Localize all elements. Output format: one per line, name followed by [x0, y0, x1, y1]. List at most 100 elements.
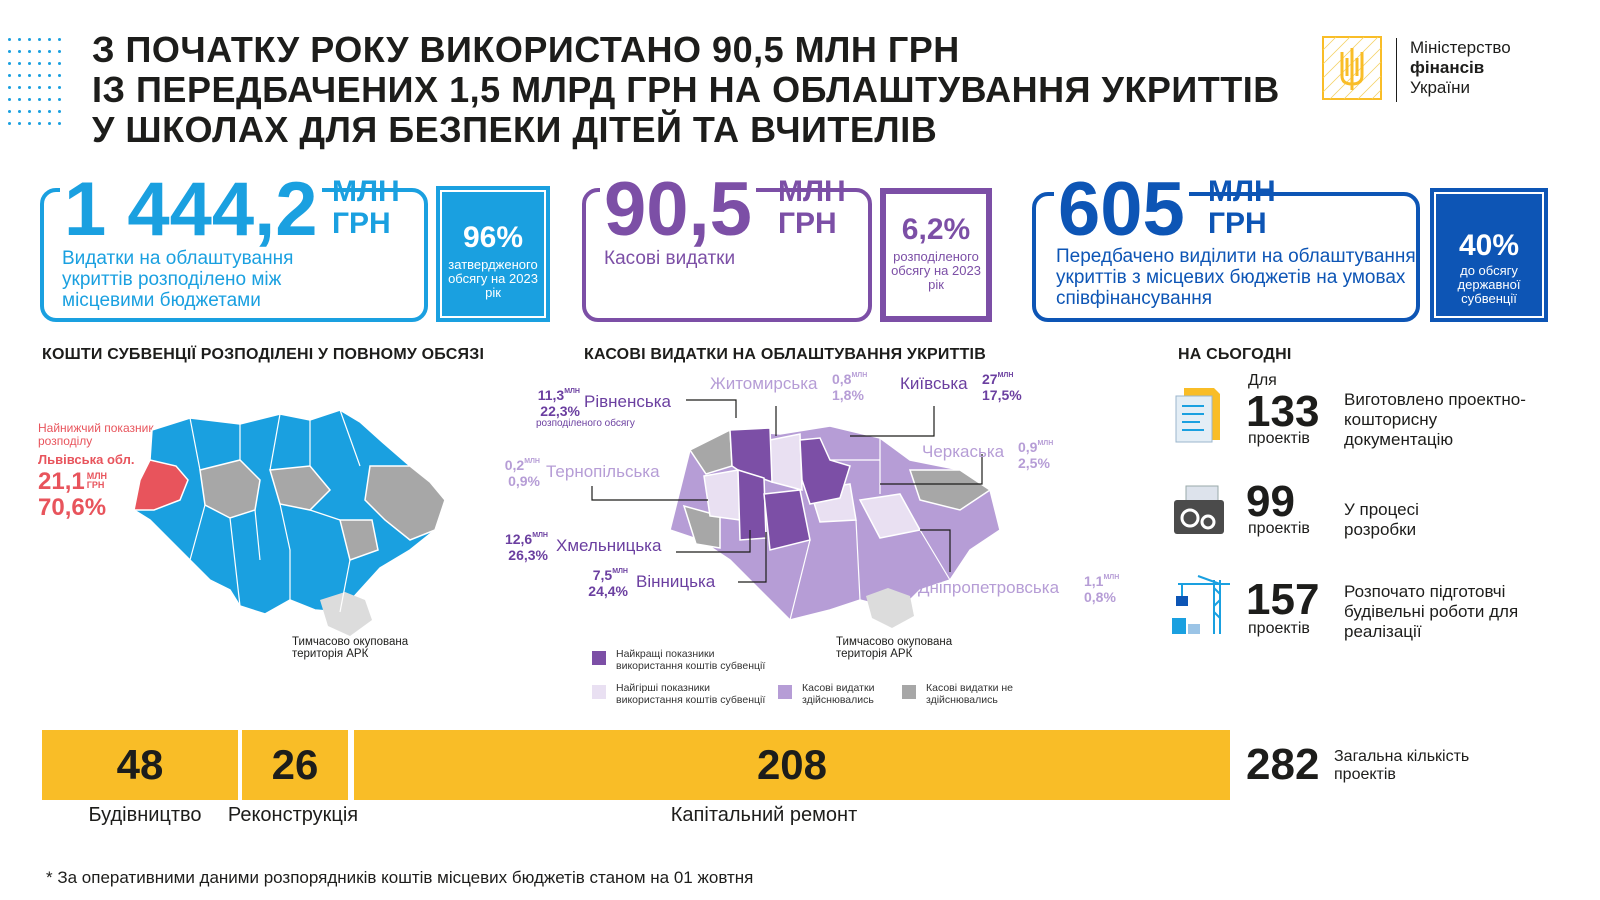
callout-lines — [591, 399, 983, 583]
bar-construction: 48 — [42, 730, 238, 800]
map-region-gray-east — [364, 465, 446, 541]
kyiv-name: Київська — [900, 374, 968, 393]
today-item1-value: 133 — [1246, 387, 1320, 436]
card-distributed-desc: Видатки на облаштування укриттів розподі… — [62, 248, 294, 311]
map-region-blue — [133, 409, 446, 615]
legend-worst-swatch — [592, 685, 606, 699]
map-crimea — [320, 592, 372, 636]
card-cash-unit: МЛН ГРН — [778, 175, 846, 240]
center-map-title: КАСОВІ ВИДАТКИ НА ОБЛАШТУВАННЯ УКРИТТІВ — [584, 346, 986, 363]
bar-capital-repair-label: Капітальний ремонт — [670, 804, 858, 826]
decorative-dots — [8, 38, 70, 134]
vinnytsia-pct: 24,4% — [588, 583, 628, 599]
card-cofinancing-pct-desc: до обсягу державної субвенції — [1457, 263, 1521, 306]
map-region-gray-south — [339, 519, 379, 561]
footnote: * За оперативними даними розпорядників к… — [46, 868, 754, 887]
total-projects-label: Загальна кількість проектів — [1334, 748, 1470, 783]
crane-icon — [1172, 575, 1230, 634]
map-region-gray-mid — [269, 465, 332, 511]
cherkasy-name: Черкаська — [922, 442, 1005, 461]
today-item3-unit: проектів — [1248, 620, 1310, 637]
lowest-region: Львівська обл. — [38, 452, 135, 467]
ministry-logo-text: Міністерство фінансів України — [1410, 38, 1511, 98]
bar-reconstruction-label: Реконструкція — [227, 804, 359, 826]
legend-best-swatch — [592, 651, 606, 665]
today-item2-desc: У процесі розробки — [1344, 500, 1419, 539]
kyiv-pct: 17,5% — [982, 387, 1022, 403]
card-cash-desc: Касові видатки — [604, 248, 736, 269]
trident-emblem-icon — [1322, 36, 1382, 100]
documents-icon — [1175, 388, 1220, 443]
khmelnytskyi-pct: 26,3% — [508, 547, 548, 563]
legend-cash-swatch — [778, 685, 792, 699]
rivne-value: 11,3МЛН — [537, 387, 580, 403]
card-cash-pct-box: 6,2% розподіленого обсягу на 2023 рік — [880, 188, 992, 322]
rivne-pct: 22,3% — [540, 403, 580, 419]
rivne-name: Рівненська — [584, 392, 672, 411]
legend-nocash-swatch — [902, 685, 916, 699]
card-distributed-unit: МЛН ГРН — [332, 175, 400, 240]
map-crimea — [866, 588, 914, 628]
cherkasy-value: 0,9МЛН — [1018, 439, 1054, 455]
legend-worst-label: Найгірші показники використання коштів с… — [616, 682, 766, 706]
today-title: НА СЬОГОДНІ — [1178, 346, 1292, 363]
cherkasy-pct: 2,5% — [1018, 455, 1050, 471]
today-item1-unit: проектів — [1248, 430, 1310, 447]
lowest-value: 21,1 МЛН ГРН — [38, 468, 108, 495]
today-item2-value: 99 — [1246, 477, 1295, 526]
title-line-1: З ПОЧАТКУ РОКУ ВИКОРИСТАНО 90,5 МЛН ГРН — [92, 29, 960, 70]
ternopil-name: Тернопільська — [546, 462, 660, 481]
vinnytsia-value: 7,5МЛН — [592, 567, 628, 583]
card-cash-pct: 6,2% — [901, 213, 971, 246]
card-distributed-pct-box: 96% затвердженого обсягу на 2023 рік — [436, 186, 550, 322]
ukraine-map-cash — [669, 425, 1001, 628]
dnipro-value: 1,1МЛН — [1084, 573, 1120, 589]
gears-printer-icon — [1174, 485, 1224, 534]
zhytomyr-name: Житомирська — [710, 374, 818, 393]
today-item1-prefix: Для — [1248, 372, 1277, 389]
map-region-gray-east — [908, 469, 992, 511]
dnipro-name: Дніпропетровська — [918, 578, 1060, 597]
card-cofinancing-value: 605 — [1054, 172, 1189, 248]
left-occupied-label: Тимчасово окупована територія АРК — [292, 636, 409, 660]
legend-cash-label: Касові видатки здійснювались — [802, 682, 875, 706]
ukraine-map-distribution — [133, 409, 446, 636]
card-cofinancing-pct: 40% — [1458, 229, 1520, 262]
card-cofinancing-pct-box: 40% до обсягу державної субвенції — [1430, 188, 1548, 322]
map-region-lowest — [133, 459, 189, 511]
card-cofinancing-unit: МЛН ГРН — [1208, 175, 1276, 240]
left-map-title: КОШТИ СУБВЕНЦІЇ РОЗПОДІЛЕНІ У ПОВНОМУ ОБ… — [42, 346, 485, 363]
kyiv-value: 27МЛН — [982, 371, 1014, 387]
card-distributed-pct-desc: затвердженого обсягу на 2023 рік — [448, 257, 538, 300]
page-title: З ПОЧАТКУ РОКУ ВИКОРИСТАНО 90,5 МЛН ГРН … — [92, 30, 1312, 150]
card-distributed-pct: 96% — [462, 221, 524, 254]
bar-capital-repair: 208 — [354, 730, 1230, 800]
today-item3-value: 157 — [1246, 575, 1320, 624]
card-distributed-value: 1 444,2 — [60, 172, 322, 248]
bar-reconstruction: 26 — [242, 730, 348, 800]
khmelnytskyi-name: Хмельницька — [556, 536, 662, 555]
lowest-label: Найнижчий показник розподілу — [38, 421, 154, 448]
card-cofinancing-desc: Передбачено виділити на облаштування укр… — [1056, 246, 1416, 309]
title-line-3: У ШКОЛАХ ДЛЯ БЕЗПЕКИ ДІТЕЙ ТА ВЧИТЕЛІВ — [92, 109, 938, 150]
today-item3-desc: Розпочато підготовчі будівельні роботи д… — [1344, 582, 1519, 641]
ternopil-value: 0,2МЛН — [504, 457, 540, 473]
rivne-note: розподіленого обсягу — [536, 418, 635, 429]
card-cash-value: 90,5 — [600, 172, 756, 248]
logo-line-1: Міністерство — [1410, 38, 1511, 57]
vinnytsia-name: Вінницька — [636, 572, 716, 591]
card-cash-pct-desc: розподіленого обсягу на 2023 рік — [891, 249, 981, 292]
logo-line-3: України — [1410, 78, 1470, 97]
title-line-2: ІЗ ПЕРЕДБАЧЕНИХ 1,5 МЛРД ГРН НА ОБЛАШТУВ… — [92, 69, 1280, 110]
legend-nocash-label: Касові видатки не здійснювались — [926, 682, 1013, 706]
today-item2-unit: проектів — [1248, 520, 1310, 537]
logo-line-2: фінансів — [1410, 58, 1485, 77]
zhytomyr-pct: 1,8% — [832, 387, 864, 403]
today-item1-desc: Виготовлено проектно-кошторисну документ… — [1344, 390, 1526, 449]
ternopil-pct: 0,9% — [508, 473, 540, 489]
map-region-best-kyiv — [799, 437, 851, 505]
bar-construction-label: Будівництво — [88, 804, 202, 826]
dnipro-pct: 0,8% — [1084, 589, 1116, 605]
total-projects-value: 282 — [1246, 740, 1320, 789]
khmelnytskyi-value: 12,6МЛН — [504, 531, 548, 547]
